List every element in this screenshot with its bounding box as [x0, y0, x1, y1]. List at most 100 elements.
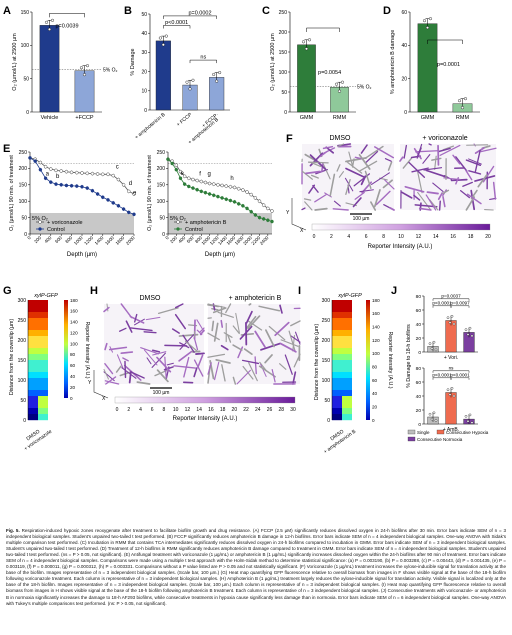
heat-cell: [342, 396, 352, 403]
data-point: [203, 180, 208, 185]
hypha-segment: [465, 159, 482, 167]
heat-cell: [332, 390, 342, 397]
hypha-segment: [197, 354, 204, 368]
x-tick-label: 1400: [94, 235, 105, 246]
p-value: p<0.0001: [165, 20, 188, 26]
data-point: [132, 212, 136, 217]
heat-cell: [28, 366, 38, 373]
hypha-segment: [477, 174, 488, 188]
heat-cell: [28, 330, 38, 337]
data-point: [428, 412, 432, 416]
heat-cell: [28, 372, 38, 379]
legend-label: Control: [185, 227, 203, 233]
chart-j-top: 0 20 40 60 80 % Damage to 18-h biofilms + Vori…: [406, 293, 478, 388]
chart-a: 0 50 100 150 O₂ (µmol/L) at 2500 µm 5% O₂ Vehi…: [12, 10, 118, 121]
data-point: [257, 215, 262, 220]
data-point: [90, 188, 95, 193]
hypha-segment: [389, 207, 395, 211]
colorbar-tick-label: 30: [290, 407, 296, 413]
data-point: [203, 190, 208, 195]
colorbar-tick-label: 20: [372, 404, 378, 409]
colorbar-tick-label: 12: [416, 234, 422, 240]
data-point: [220, 196, 224, 200]
hypha-segment: [241, 359, 260, 365]
hypha-segment: [314, 207, 328, 211]
x-tick-label: 800: [64, 235, 73, 244]
colorbar-tick-label: 20: [232, 407, 238, 413]
hypha-segment: [474, 149, 481, 173]
data-point: [216, 183, 220, 187]
colorbar-tick-label: 2: [330, 234, 333, 240]
x-tick-label: 400: [177, 235, 186, 244]
data-point: [195, 187, 199, 192]
legend-label: Control: [47, 227, 65, 233]
y-tick-label: 50: [23, 76, 29, 82]
colorbar-tick-label: 10: [398, 234, 404, 240]
heat-cell: [342, 354, 352, 361]
data-point: [82, 73, 86, 77]
significance-bracket: [189, 59, 217, 64]
significance-bracket: [427, 39, 463, 44]
category-label: GMM: [300, 115, 314, 121]
hypha-segment: [105, 376, 117, 385]
hypha-segment: [305, 170, 321, 175]
heat-cell: [332, 324, 342, 331]
colorbar-tick-label: 160: [70, 309, 78, 314]
panel-letter-g: G: [3, 285, 12, 297]
heat-cell: [332, 414, 342, 421]
y-tick-label: 80: [416, 366, 422, 372]
panel-letter-j: J: [391, 285, 397, 297]
data-point: [220, 183, 224, 188]
data-point: [75, 170, 79, 175]
data-point: [423, 19, 427, 23]
data-point: [432, 411, 436, 415]
data-point: [207, 181, 212, 186]
data-point: [38, 160, 43, 165]
panel-g-axes: 0 50 100 150 200 250 300 0 20 40 60 80 100 120 140 160 1…: [18, 298, 78, 424]
heat-cell: [38, 360, 48, 367]
hypha-segment: [143, 331, 157, 334]
hypha-segment: [235, 312, 240, 334]
data-point: [446, 316, 450, 319]
data-point: [458, 99, 462, 103]
heat-cell: [342, 342, 352, 349]
hypha-segment: [423, 167, 443, 171]
x-tick-label: 0: [26, 235, 32, 241]
data-point: [432, 340, 436, 344]
colorbar-tick-label: 14: [196, 407, 202, 413]
heat-cell: [342, 312, 352, 319]
y-tick-label: 40: [416, 322, 422, 328]
data-point: [450, 387, 454, 390]
panel-h-colorbar: [114, 396, 296, 404]
hypha-segment: [468, 170, 482, 175]
x-tick-label: 1600: [104, 235, 115, 246]
data-point: [212, 193, 216, 198]
hypha-segment: [354, 191, 365, 200]
significance-bracket: [432, 298, 470, 301]
heat-cell: [342, 324, 352, 331]
data-point: [452, 322, 456, 326]
y-tick-label: 250: [19, 150, 28, 156]
data-point: [434, 419, 438, 422]
category-label: + amphotericin B: [187, 117, 220, 146]
data-point: [174, 167, 179, 172]
hypha-segment: [260, 363, 267, 377]
hypha-segment: [156, 369, 169, 383]
panel-letter-i: I: [298, 285, 301, 297]
heat-cell: [38, 414, 48, 421]
panel-f-axis-indicator: [291, 198, 307, 231]
hypha-segment: [382, 179, 393, 189]
heat-cell: [342, 408, 352, 415]
heat-cell: [342, 402, 352, 409]
heat-cell: [332, 318, 342, 325]
panel-g-colorbar-label: Reporter Intensity (A.U.): [84, 321, 90, 378]
hypha-segment: [351, 158, 355, 168]
hypha-segment: [271, 368, 276, 383]
p-value: ns: [449, 365, 455, 370]
hypha-segment: [146, 357, 152, 365]
data-point: [335, 82, 339, 86]
hypha-segment: [193, 337, 199, 351]
hypha-segment: [337, 143, 345, 147]
